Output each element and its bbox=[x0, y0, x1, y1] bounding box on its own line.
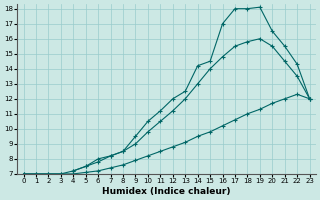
X-axis label: Humidex (Indice chaleur): Humidex (Indice chaleur) bbox=[102, 187, 231, 196]
